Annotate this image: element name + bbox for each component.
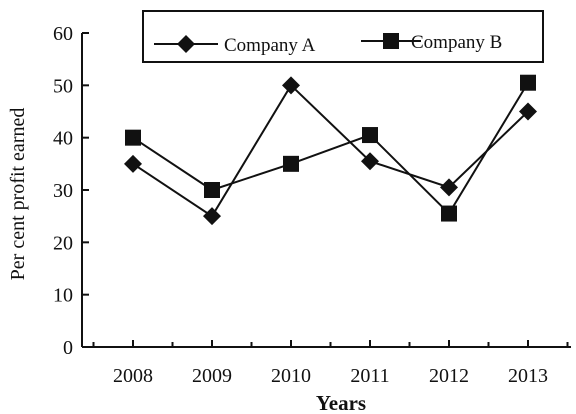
- series-company-b: [125, 74, 536, 222]
- data-point-company-b: [283, 155, 299, 172]
- x-tick-label: 2013: [508, 365, 548, 387]
- legend-marker-company-a: [177, 35, 195, 53]
- data-point-company-b: [441, 205, 457, 222]
- y-axis-label: Per cent profit earned: [7, 108, 29, 281]
- legend-marker-company-b: [383, 33, 399, 49]
- data-point-company-a: [282, 76, 300, 95]
- y-tick-label: 0: [63, 337, 73, 359]
- legend-label-company-b: Company B: [411, 32, 502, 53]
- data-point-company-a: [440, 178, 458, 197]
- series-company-a: [124, 76, 537, 226]
- legend: Company A Company B: [142, 10, 544, 63]
- y-tick-label: 20: [53, 232, 73, 254]
- y-tick-label: 10: [53, 285, 73, 307]
- series-line-company-a: [132, 83, 529, 218]
- data-point-company-a: [519, 102, 537, 121]
- x-ticks: 2008 2009 2010 2011 2012 2013: [92, 340, 569, 387]
- x-tick-label: 2010: [271, 365, 311, 387]
- series-layer: [124, 74, 537, 226]
- data-point-company-a: [124, 154, 142, 173]
- data-point-company-b: [362, 127, 378, 144]
- y-tick-label: 30: [53, 180, 73, 202]
- x-tick-label: 2011: [350, 365, 389, 387]
- data-point-company-a: [203, 207, 221, 226]
- axes: [81, 33, 571, 348]
- x-tick-label: 2012: [429, 365, 469, 387]
- x-axis-label: Years: [316, 391, 366, 414]
- x-tick-label: 2008: [113, 365, 153, 387]
- legend-box: [142, 10, 544, 63]
- x-tick-label: 2009: [192, 365, 232, 387]
- y-tick-label: 40: [53, 128, 73, 150]
- data-point-company-b: [125, 129, 141, 146]
- data-point-company-a: [361, 152, 379, 171]
- data-point-company-b: [204, 182, 220, 198]
- y-ticks: 0 10 20 30 40 50 60: [53, 23, 89, 359]
- series-line-company-b: [132, 82, 529, 216]
- legend-label-company-a: Company A: [224, 35, 316, 56]
- y-tick-label: 50: [53, 75, 73, 97]
- data-point-company-b: [520, 74, 536, 91]
- y-tick-label: 60: [53, 23, 73, 45]
